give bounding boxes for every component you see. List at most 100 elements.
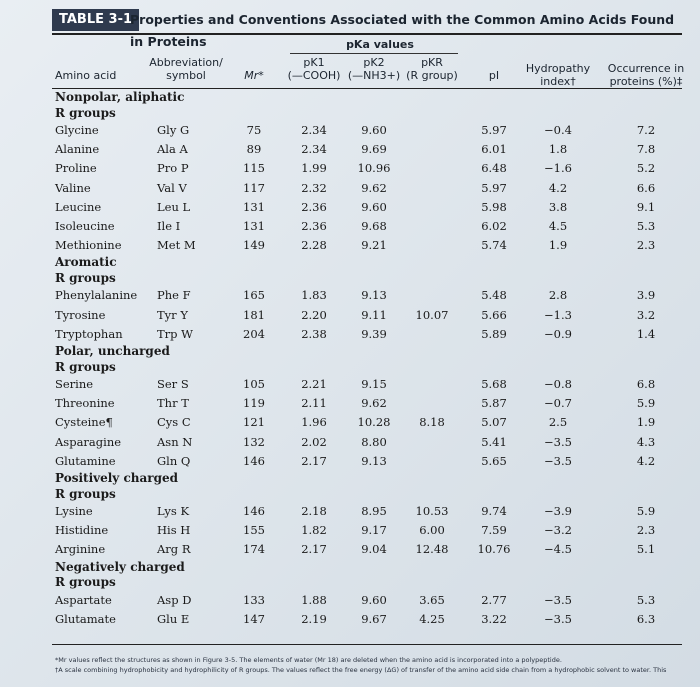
pk1-value: 1.99 <box>301 161 327 176</box>
group-label: Polar, uncharged <box>55 344 170 358</box>
pk2-value: 10.28 <box>357 415 391 430</box>
abbreviation: Phe F <box>157 288 191 303</box>
group-label: R groups <box>55 486 116 501</box>
mr-value: 204 <box>243 326 265 341</box>
pi-header: pI <box>488 69 500 82</box>
occurrence-value: 9.1 <box>636 199 656 214</box>
amino-acid-name: Glutamate <box>55 611 116 626</box>
pk2-value: 9.17 <box>361 523 387 538</box>
pk2-value: 9.67 <box>361 611 387 626</box>
pk1-value: 2.02 <box>301 434 327 449</box>
pk2-value: 9.60 <box>361 123 387 137</box>
abbreviation: Asn N <box>157 434 193 449</box>
footer-rule <box>52 644 682 645</box>
occurrence-value: 1.4 <box>636 326 656 341</box>
mr-value: 119 <box>243 396 265 411</box>
table-number-tag: TABLE 3-1 <box>52 9 140 31</box>
group-label: R groups <box>55 105 116 120</box>
mr-value: 133 <box>243 592 265 607</box>
pkr-value: 12.48 <box>415 542 449 557</box>
pk2-value: 9.68 <box>361 219 387 233</box>
pk2-value: 8.80 <box>361 434 387 449</box>
pkr-value <box>414 327 450 341</box>
mr-value: 105 <box>243 377 265 391</box>
hydropathy-value: −3.2 <box>544 523 572 538</box>
occurrence-value: 6.3 <box>636 611 656 626</box>
abbreviation: Leu L <box>157 199 191 214</box>
amino-acid-name: Asparagine <box>55 434 122 449</box>
pkr-value <box>414 219 450 233</box>
abbreviation: Tyr Y <box>157 307 188 322</box>
abbreviation: Met M <box>157 238 196 253</box>
amino-acid-name: Serine <box>55 377 94 391</box>
pk1-value: 2.20 <box>301 307 327 322</box>
amino-acid-name: Arginine <box>55 542 106 557</box>
mr-value: 155 <box>243 523 265 538</box>
pk2-value: 9.13 <box>361 453 387 468</box>
pi-value: 5.48 <box>481 288 507 303</box>
occurrence-value: 6.6 <box>636 180 656 195</box>
hydropathy-value: 4.2 <box>548 180 568 195</box>
occurrence-value: 4.3 <box>636 434 656 449</box>
pk2-value: 9.69 <box>361 142 387 157</box>
pkr-value: 6.00 <box>419 523 445 538</box>
abbreviation: Cys C <box>157 415 191 430</box>
group-label: Positively charged <box>55 471 178 485</box>
pi-value: 7.59 <box>481 523 507 538</box>
occurrence-value: 5.1 <box>636 542 656 557</box>
hydropathy-value: 2.8 <box>548 288 568 303</box>
pkr-value: 10.53 <box>415 504 449 518</box>
abbreviation: Trp W <box>157 326 194 341</box>
mr-value: 181 <box>243 307 265 322</box>
pk1-value: 1.83 <box>301 288 327 303</box>
pi-value: 5.65 <box>481 453 507 468</box>
abbreviation: Pro P <box>157 161 189 176</box>
pi-value: 5.68 <box>481 377 507 391</box>
pkr-header: pKR (R group) <box>406 56 458 82</box>
pi-value: 5.74 <box>481 238 507 253</box>
occurrence-value: 2.3 <box>636 238 656 253</box>
pkr-value <box>414 238 450 252</box>
footnote-mr: *Mr values reflect the structures as sho… <box>55 656 562 664</box>
table-caption: Properties and Conventions Associated wi… <box>130 12 675 49</box>
pkr-value: 4.25 <box>419 611 445 626</box>
abbreviation: Ser S <box>157 377 189 391</box>
abbreviation: Asp D <box>157 592 192 607</box>
mr-value: 115 <box>243 161 265 176</box>
header-rule <box>52 88 682 89</box>
pk1-value: 2.28 <box>301 238 327 253</box>
amino-acid-name: Valine <box>55 180 91 195</box>
pk1-value: 2.38 <box>301 326 327 341</box>
abbreviation: Gly G <box>157 123 190 137</box>
hydropathy-value: −1.3 <box>544 307 572 322</box>
pk2-value: 9.13 <box>361 288 387 303</box>
pk2-value: 9.62 <box>361 180 387 195</box>
abbreviation: Arg R <box>157 542 191 557</box>
amino-acid-name: Glycine <box>55 123 99 137</box>
pkr-value <box>414 181 450 195</box>
occurrence-value: 5.3 <box>636 219 656 233</box>
pkr-value <box>414 161 450 175</box>
abbreviation: Gln Q <box>157 453 191 468</box>
occurrence-value: 7.8 <box>636 142 656 157</box>
mr-value: 75 <box>246 123 262 137</box>
occurrence-value: 4.2 <box>636 453 656 468</box>
pk1-value: 2.36 <box>301 219 327 233</box>
group-label: Negatively charged <box>55 559 185 574</box>
pkr-value <box>414 396 450 410</box>
amino-acid-name: Tryptophan <box>55 326 123 341</box>
pi-value: 2.77 <box>481 592 507 607</box>
pi-value: 6.02 <box>481 219 507 233</box>
abbreviation: His H <box>157 523 191 538</box>
pka-values-header: pKa values <box>346 38 414 51</box>
pk1-value: 2.18 <box>301 504 327 518</box>
amino-acid-name: Threonine <box>55 396 115 411</box>
pi-value: 10.76 <box>477 542 511 557</box>
amino-acid-name: Alanine <box>55 142 100 157</box>
pkr-value <box>414 288 450 302</box>
pi-value: 5.07 <box>481 415 507 430</box>
mr-value: 117 <box>243 180 265 195</box>
pk2-value: 9.11 <box>361 307 387 322</box>
mr-value: 121 <box>243 415 265 430</box>
